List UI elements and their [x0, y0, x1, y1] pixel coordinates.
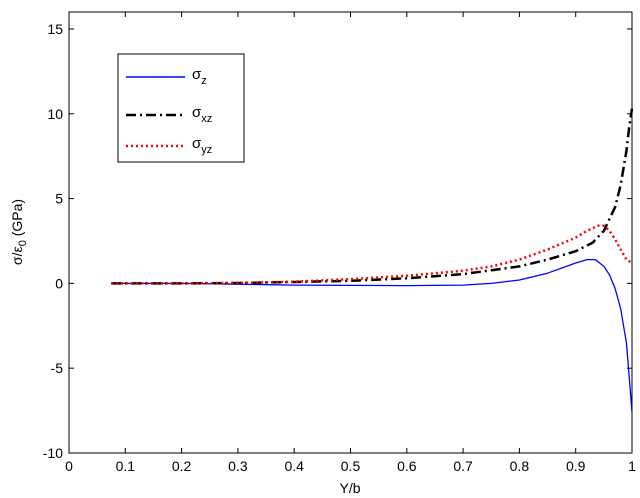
legend-label-sigma-yz: σyz	[192, 135, 212, 156]
x-tick-label: 0	[65, 458, 73, 474]
y-tick-label: 0	[55, 275, 63, 291]
x-tick-label: 0.1	[116, 458, 136, 474]
x-axis: 0 0.1 0.2 0.3 0.4 0.5 0.6 0.7 0.8 0.9 1	[65, 12, 636, 474]
x-tick-label: 0.7	[453, 458, 473, 474]
y-tick-label: -10	[43, 445, 63, 461]
x-tick-label: 0.3	[228, 458, 248, 474]
x-tick-label: 1	[628, 458, 636, 474]
y-axis-title-main: σ/ε	[9, 246, 25, 265]
x-tick-label: 0.9	[566, 458, 586, 474]
legend: σz σxz σyz	[117, 53, 245, 163]
x-tick-label: 0.4	[284, 458, 304, 474]
x-tick-label: 0.5	[341, 458, 361, 474]
x-tick-label: 0.6	[397, 458, 417, 474]
series-lines	[111, 108, 634, 413]
y-tick-label: 10	[47, 106, 63, 122]
x-tick-label: 0.2	[172, 458, 192, 474]
x-tick-label: 0.8	[510, 458, 530, 474]
y-tick-label: 15	[47, 21, 63, 37]
y-tick-label: 5	[55, 191, 63, 207]
y-axis-title: σ/ε0 (GPa)	[9, 199, 29, 265]
y-axis-title-unit: (GPa)	[9, 199, 25, 240]
legend-label-sigma-xz: σxz	[192, 104, 212, 125]
y-tick-label: -5	[51, 360, 64, 376]
legend-box	[117, 53, 245, 163]
series-sigma-xz-line	[111, 108, 634, 285]
y-axis-title-sub: 0	[17, 240, 29, 246]
y-axis: -10 -5 0 5 10 15	[43, 21, 632, 461]
legend-label-sigma-z: σz	[192, 66, 207, 87]
series-sigma-z-line	[111, 258, 633, 413]
x-axis-title: Y/b	[339, 480, 360, 496]
